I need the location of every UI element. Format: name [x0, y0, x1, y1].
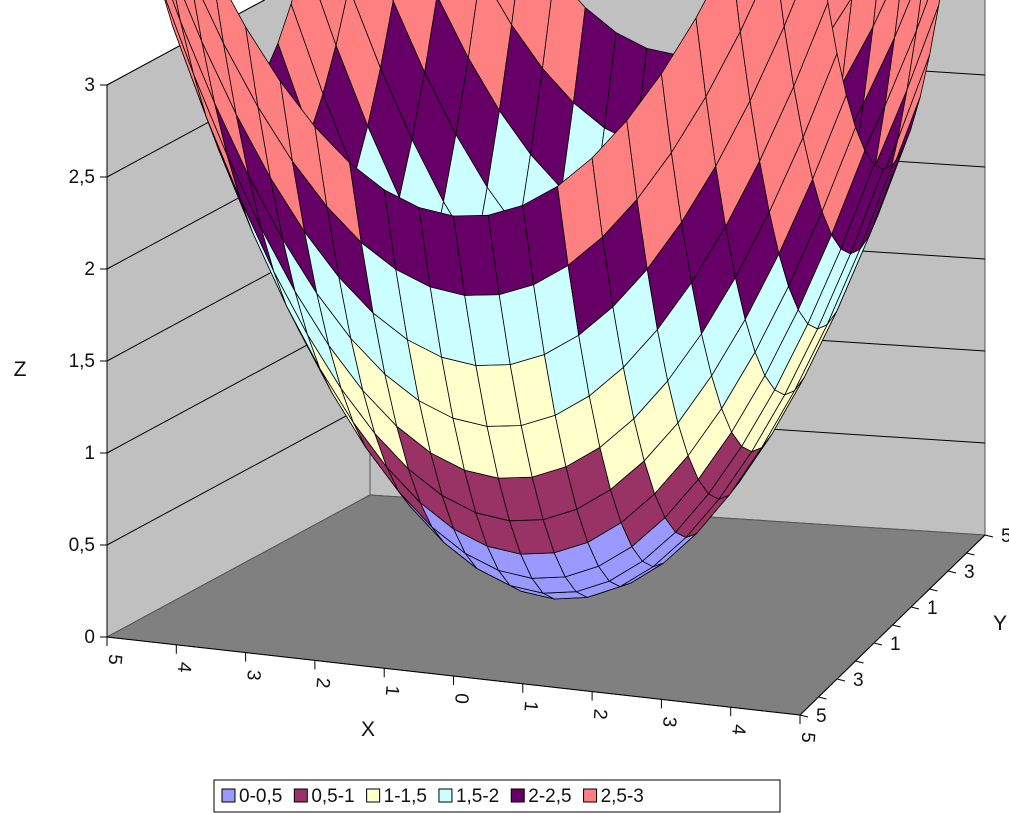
y-tick	[892, 624, 901, 628]
legend-swatch	[583, 788, 598, 803]
legend-label: 1-1,5	[384, 786, 427, 807]
legend-swatch	[438, 788, 453, 803]
legend-swatch	[221, 788, 236, 803]
legend-swatch	[293, 788, 308, 803]
y-tick	[984, 534, 994, 538]
y-tick	[910, 606, 920, 610]
surface-cell	[780, 0, 796, 27]
legend-label: 2-2,5	[528, 786, 571, 807]
y-tick-label: 3	[853, 670, 864, 691]
y-tick	[966, 552, 975, 556]
z-tick-label: 0	[84, 627, 95, 648]
x-tick-label: 2	[589, 708, 611, 720]
y-tick	[929, 588, 938, 592]
y-tick	[873, 642, 883, 646]
surface-mesh	[164, 0, 940, 600]
y-tick	[947, 570, 957, 574]
y-tick-label: 5	[816, 706, 827, 727]
legend-swatch	[366, 788, 381, 803]
y-tick	[799, 714, 809, 718]
x-tick-label: 2	[311, 677, 333, 689]
y-tick-label: 1	[890, 634, 901, 655]
y-tick	[836, 678, 846, 682]
x-tick-label: 3	[242, 669, 264, 681]
x-axis-title: X	[361, 718, 375, 741]
z-tick-label: 1,5	[69, 351, 95, 372]
y-tick-label: 3	[964, 562, 975, 583]
legend: 0-0,5 0,5-1 1-1,5 1,5-2 2-2,5 2,5-3	[213, 779, 781, 813]
legend-label: 0,5-1	[311, 786, 354, 807]
y-tick	[855, 660, 864, 664]
y-axis-title: Y	[993, 612, 1007, 635]
z-tick-label: 0,5	[69, 535, 95, 556]
y-tick	[818, 696, 827, 700]
z-axis-title: Z	[14, 358, 27, 381]
x-tick-label: 1	[381, 684, 403, 696]
z-tick-label: 3	[84, 75, 95, 96]
x-tick-label: 3	[658, 716, 680, 728]
y-tick-label: 1	[927, 598, 938, 619]
x-tick-label: 5	[797, 731, 819, 743]
z-tick-label: 2,5	[69, 167, 95, 188]
z-tick-label: 1	[84, 443, 95, 464]
x-tick-label: 0	[450, 692, 472, 704]
x-tick-label: 4	[727, 723, 749, 736]
legend-label: 2,5-3	[601, 786, 644, 807]
x-tick-label: 1	[519, 700, 541, 712]
x-tick-label: 4	[173, 661, 195, 674]
legend-box	[213, 779, 781, 813]
axes: 0 0,5 1 1,5 2 2,5 3 5 4 3 2 1 0 1 2 3 4 5 5 3 1 1 3 5	[69, 75, 1009, 744]
x-tick-label: 5	[104, 653, 126, 665]
legend-swatch	[510, 788, 525, 803]
surface-cell	[783, 0, 829, 87]
legend-label: 0-0,5	[239, 786, 282, 807]
y-tick-label: 5	[1001, 526, 1009, 547]
z-tick-label: 2	[84, 259, 95, 280]
legend-label: 1,5-2	[456, 786, 499, 807]
surface-cell	[736, 0, 756, 32]
